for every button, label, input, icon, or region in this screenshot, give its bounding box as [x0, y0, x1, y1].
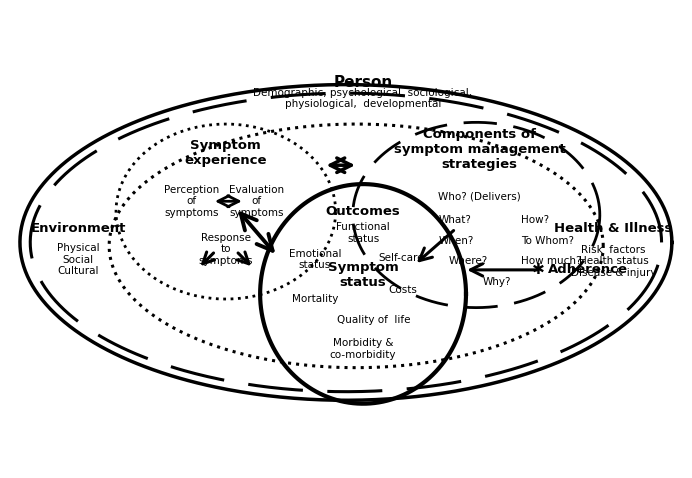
Text: Quality of  life: Quality of life [336, 315, 410, 325]
Text: Mortality: Mortality [292, 294, 338, 304]
Text: Perception
of
symptoms: Perception of symptoms [164, 185, 219, 218]
Text: Functional
status: Functional status [336, 222, 390, 244]
Text: Outcomes: Outcomes [326, 205, 401, 218]
Text: Morbidity &
co-morbidity: Morbidity & co-morbidity [330, 338, 397, 359]
Text: Who? (Delivers): Who? (Delivers) [438, 191, 521, 201]
Text: Environment: Environment [30, 222, 126, 235]
Text: What?: What? [439, 215, 471, 225]
Text: Risk  factors
Health status
Disease & injury: Risk factors Health status Disease & inj… [571, 245, 656, 278]
Text: Where?: Where? [449, 256, 488, 266]
Text: Adherence: Adherence [548, 263, 628, 276]
Text: Symptom
experience: Symptom experience [185, 139, 267, 167]
Text: When?: When? [439, 236, 474, 246]
Text: Self-care: Self-care [378, 253, 424, 263]
Text: How?: How? [521, 215, 549, 225]
Text: Components of
symptom management
strategies: Components of symptom management strateg… [394, 128, 565, 171]
Text: Costs: Costs [388, 285, 417, 295]
Text: How much?: How much? [521, 256, 581, 266]
Text: Physical
Social
Cultural: Physical Social Cultural [57, 243, 100, 276]
Text: Response
to
symptoms: Response to symptoms [199, 233, 253, 266]
Text: To Whom?: To Whom? [521, 236, 574, 246]
Text: Person: Person [334, 76, 392, 90]
Text: Why?: Why? [483, 277, 511, 287]
Text: ✱: ✱ [531, 262, 545, 277]
Text: Health & Illness: Health & Illness [554, 222, 673, 235]
Text: Symptom
status: Symptom status [328, 261, 399, 289]
Text: Evaluation
of
symptoms: Evaluation of symptoms [229, 185, 284, 218]
Text: Demographic, psychological, sociological,
physiological,  developmental: Demographic, psychological, sociological… [253, 87, 473, 109]
Text: Emotional
status: Emotional status [289, 249, 341, 271]
